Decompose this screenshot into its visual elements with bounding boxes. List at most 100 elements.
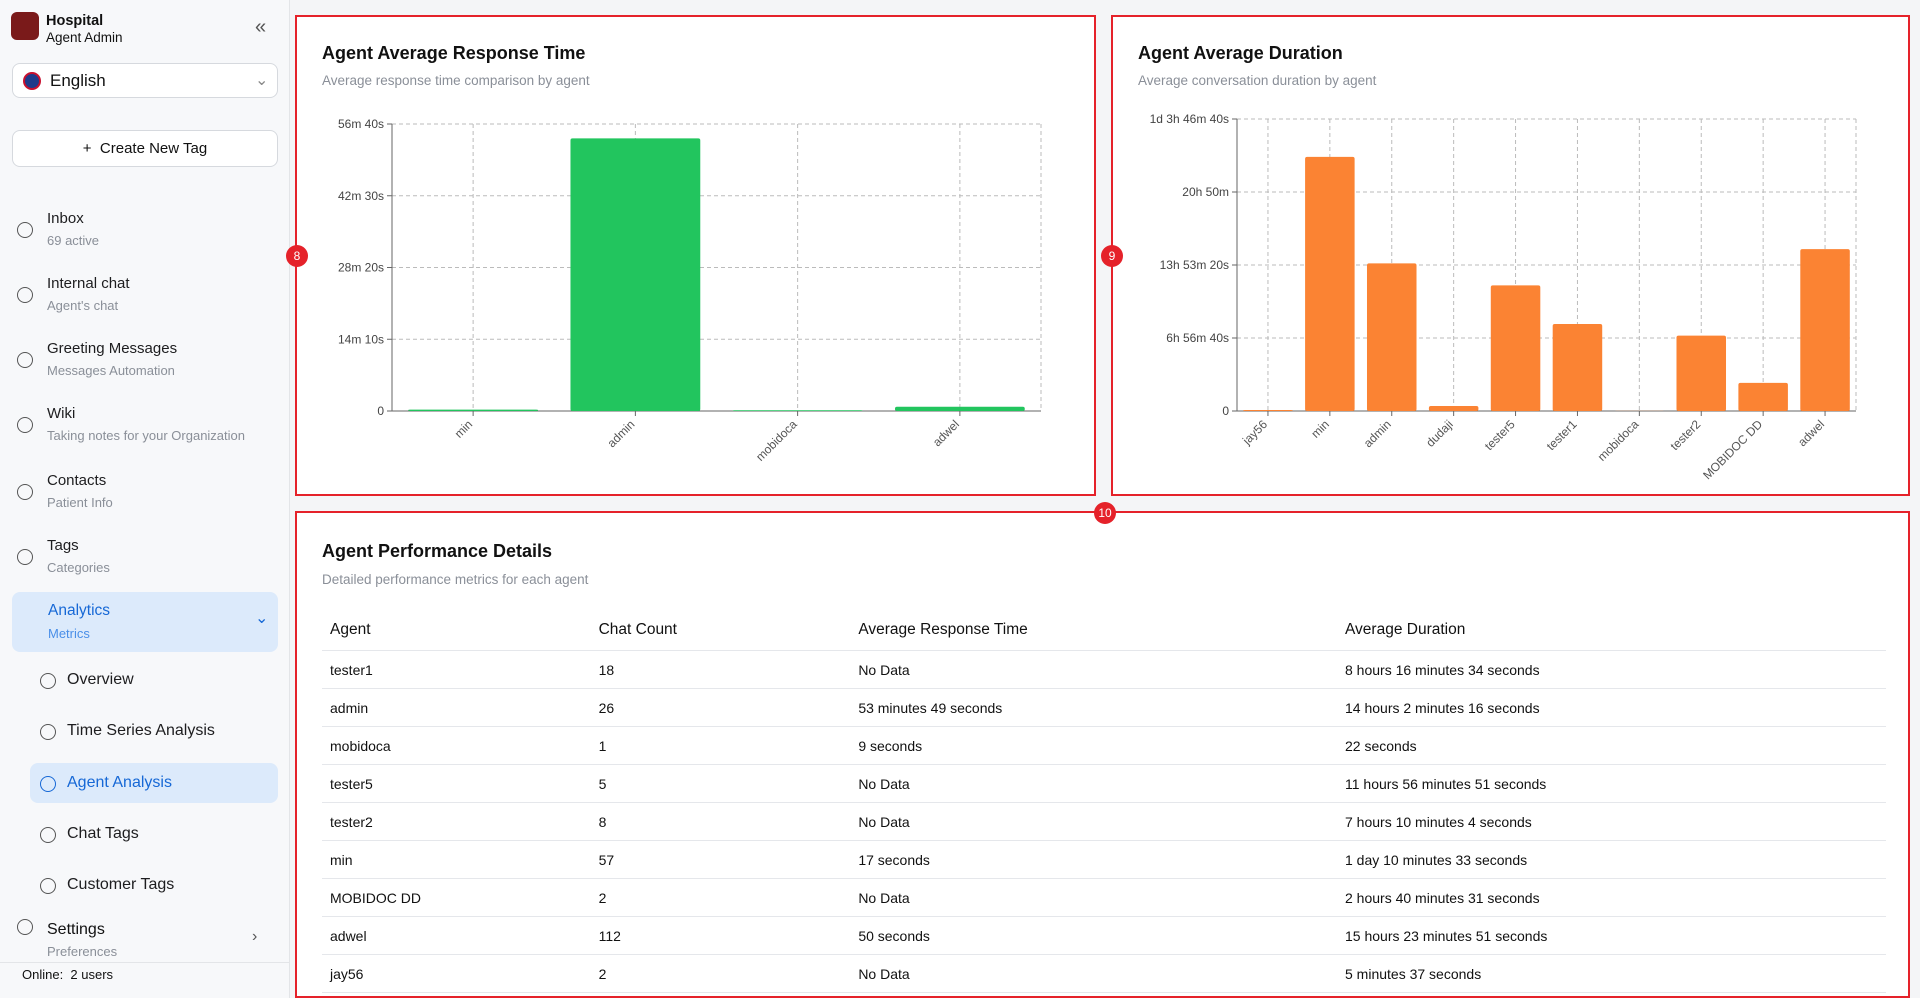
table-cell: 11 hours 56 minutes 51 seconds xyxy=(1337,764,1886,803)
table-panel: Agent Performance Details Detailed perfo… xyxy=(295,511,1910,998)
table-cell: 17 seconds xyxy=(850,840,1337,879)
table-cell: 5 minutes 37 seconds xyxy=(1337,954,1886,993)
table-cell: MOBIDOC DD xyxy=(322,878,591,917)
table-row: tester2 8 No Data 7 hours 10 minutes 4 seco… xyxy=(322,802,1886,841)
table-cell: 8 xyxy=(590,802,851,841)
table-cell: adwel xyxy=(322,916,591,955)
role: Agent Admin xyxy=(46,30,123,45)
nav-sub: Messages Automation xyxy=(47,363,175,378)
logo xyxy=(11,12,39,40)
annotation-badge: 9 xyxy=(1101,245,1123,267)
table-cell: tester5 xyxy=(322,764,591,803)
chart-panel xyxy=(295,15,1096,496)
table-row: jay56 2 No Data 5 minutes 37 seconds xyxy=(322,954,1886,993)
subnav-icon xyxy=(40,724,56,741)
table-row: admin 26 53 minutes 49 seconds 14 hours 2 m… xyxy=(322,688,1886,727)
table-row: tester1 18 No Data 8 hours 16 minutes 34 se… xyxy=(322,650,1886,689)
table-cell: No Data xyxy=(850,650,1337,689)
nav-label[interactable]: Wiki xyxy=(47,405,76,422)
language-select[interactable]: English ⌄ xyxy=(12,63,278,98)
flag-icon xyxy=(23,72,41,90)
table-cell: 112 xyxy=(590,916,851,955)
chart-panel xyxy=(1111,15,1910,496)
subnav-icon xyxy=(40,775,56,792)
table-cell: 2 hours 40 minutes 31 seconds xyxy=(1337,878,1886,917)
table-cell: 50 seconds xyxy=(850,916,1337,955)
header-row: Agent Chat Count Average Response Time Aver… xyxy=(322,610,1886,651)
column-header: Average Duration xyxy=(1337,610,1886,651)
nav-icon xyxy=(17,919,33,935)
subnav-item[interactable]: Chat Tags xyxy=(67,824,139,842)
subnav-item[interactable]: Customer Tags xyxy=(67,876,175,894)
table-cell: jay56 xyxy=(322,954,591,993)
collapse-button[interactable]: « xyxy=(255,16,267,38)
table-row: mobidoca 1 9 seconds 22 seconds xyxy=(322,726,1886,765)
table-cell: No Data xyxy=(850,764,1337,803)
nav-icon xyxy=(17,417,33,433)
subnav-icon xyxy=(40,826,56,843)
nav-label[interactable]: Inbox xyxy=(47,210,84,227)
nav-icon xyxy=(17,287,33,303)
table-cell: 1 day 10 minutes 33 seconds xyxy=(1337,840,1886,879)
table-row: MOBIDOC DD 2 No Data 2 hours 40 minutes 31 … xyxy=(322,878,1886,917)
sidebar: Hospital Agent Admin « English ⌄ + Creat… xyxy=(0,0,290,998)
table-cell: 18 xyxy=(590,650,851,689)
nav-icon xyxy=(17,484,33,500)
table-row: min 57 17 seconds 1 day 10 minutes 33 secon… xyxy=(322,840,1886,879)
annotation-badge: 10 xyxy=(1094,502,1116,524)
org-name: Hospital xyxy=(46,13,104,29)
expand-arrow: ⌄ xyxy=(255,610,269,627)
analytics-item[interactable]: Analytics Metrics ⌄ xyxy=(12,592,278,652)
column-header: Agent xyxy=(322,610,591,651)
online-status: Online: 2 users xyxy=(22,967,114,982)
table-cell: 1 xyxy=(590,726,851,765)
table-cell: 9 seconds xyxy=(850,726,1337,765)
table-cell: mobidoca xyxy=(322,726,591,765)
table-cell: 2 xyxy=(590,954,851,993)
nav-sub: 69 active xyxy=(47,233,100,248)
divider xyxy=(0,962,289,963)
table-subtitle: Detailed performance metrics for each ag… xyxy=(322,572,589,587)
table-cell: 7 hours 10 minutes 4 seconds xyxy=(1337,802,1886,841)
table-cell: min xyxy=(322,840,591,879)
table-cell: tester1 xyxy=(322,650,591,689)
create-tag-button[interactable]: + Create New Tag xyxy=(12,130,278,167)
active-highlight xyxy=(30,763,278,803)
nav-label[interactable]: Internal chat xyxy=(47,275,130,292)
settings-label[interactable]: Settings xyxy=(47,921,105,938)
settings-arrow: › xyxy=(252,928,258,945)
settings-sub: Preferences xyxy=(47,944,118,959)
table-cell: No Data xyxy=(850,954,1337,993)
column-header: Average Response Time xyxy=(850,610,1337,651)
column-header: Chat Count xyxy=(590,610,851,651)
nav-sub: Categories xyxy=(47,560,110,575)
dropdown-arrow: ⌄ xyxy=(255,72,269,89)
table-cell: 15 hours 23 minutes 51 seconds xyxy=(1337,916,1886,955)
annotation-badge: 8 xyxy=(286,245,308,267)
table-title: Agent Performance Details xyxy=(322,541,553,561)
nav-icon xyxy=(17,352,33,368)
table-cell: tester2 xyxy=(322,802,591,841)
table-cell: No Data xyxy=(850,878,1337,917)
performance-table: Agent Chat Count Average Response Time Aver… xyxy=(322,610,1886,993)
nav-label: Analytics xyxy=(48,602,111,619)
table-cell: 2 xyxy=(590,878,851,917)
table-cell: admin xyxy=(322,688,591,727)
subnav-icon xyxy=(40,673,56,689)
table-cell: 53 minutes 49 seconds xyxy=(850,688,1337,727)
nav-label[interactable]: Greeting Messages xyxy=(47,340,178,357)
nav-sub: Taking notes for your Organization xyxy=(47,428,245,443)
subnav-item[interactable]: Agent Analysis xyxy=(67,773,172,791)
subnav-item[interactable]: Overview xyxy=(67,671,134,688)
nav-label[interactable]: Tags xyxy=(47,537,79,554)
nav-icon xyxy=(17,549,33,565)
nav-sub: Agent's chat xyxy=(47,298,119,313)
language: English xyxy=(50,71,106,90)
subnav-icon xyxy=(40,878,56,895)
table-cell: 22 seconds xyxy=(1337,726,1886,765)
subnav-item[interactable]: Time Series Analysis xyxy=(67,722,215,740)
nav-sub: Metrics xyxy=(48,626,90,641)
table-cell: 26 xyxy=(590,688,851,727)
nav-label[interactable]: Contacts xyxy=(47,472,107,489)
